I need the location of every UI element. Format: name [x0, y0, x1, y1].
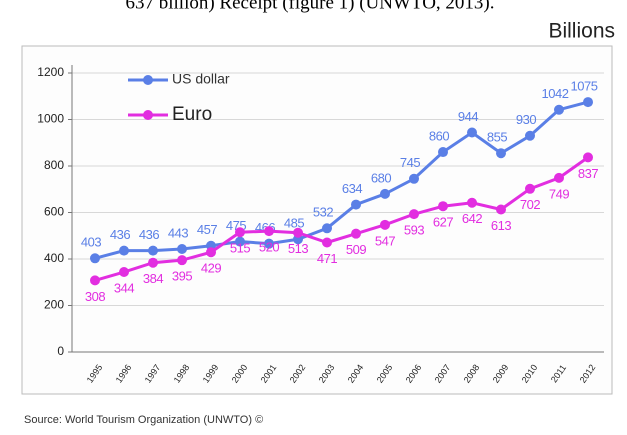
- point: [293, 227, 303, 238]
- y-tick-label: 600: [44, 205, 64, 219]
- data-label: 627: [433, 215, 453, 230]
- data-label: 745: [400, 155, 420, 170]
- point: [148, 257, 158, 268]
- data-label: 855: [487, 130, 507, 145]
- data-label: 702: [520, 197, 540, 212]
- point: [438, 201, 448, 212]
- point: [119, 245, 129, 256]
- data-label: 344: [114, 280, 134, 295]
- point: [525, 183, 535, 194]
- caption: 637 billion) Receipt (figure 1) (UNWTO, …: [125, 0, 494, 13]
- data-label: 944: [458, 109, 478, 124]
- point: [409, 173, 419, 184]
- point: [90, 253, 100, 264]
- data-label: 429: [201, 261, 221, 276]
- point: [583, 152, 593, 163]
- data-label: 513: [288, 241, 308, 256]
- point: [351, 199, 361, 210]
- point: [380, 188, 390, 199]
- point: [467, 127, 477, 138]
- legend-marker: [143, 75, 153, 85]
- point: [438, 147, 448, 158]
- point: [583, 97, 593, 108]
- y-tick-label: 1200: [37, 65, 64, 79]
- data-label: 837: [578, 166, 598, 181]
- data-label: 930: [516, 112, 536, 127]
- legend-label: US dollar: [172, 71, 230, 87]
- point: [119, 267, 129, 278]
- data-label: 471: [317, 251, 337, 266]
- data-label: 642: [462, 211, 482, 226]
- data-label: 532: [313, 205, 333, 220]
- point: [525, 130, 535, 141]
- y-tick-label: 800: [44, 158, 64, 172]
- legend-marker: [143, 110, 153, 120]
- data-label: 403: [81, 235, 101, 250]
- data-label: 520: [259, 240, 279, 255]
- point: [496, 204, 506, 215]
- data-label: 593: [404, 223, 424, 238]
- legend-label: Euro: [172, 104, 212, 125]
- data-label: 547: [375, 233, 395, 248]
- point: [409, 209, 419, 220]
- data-label: 485: [284, 216, 304, 231]
- data-label: 860: [429, 128, 449, 143]
- point: [467, 197, 477, 208]
- unit-label: Billions: [548, 20, 615, 43]
- point: [264, 238, 274, 249]
- y-tick-label: 400: [44, 251, 64, 265]
- data-label: 395: [172, 269, 192, 284]
- point: [322, 223, 332, 234]
- y-tick-label: 200: [44, 298, 64, 312]
- source: Source: World Tourism Organization (UNWT…: [24, 414, 263, 426]
- point: [177, 244, 187, 255]
- data-label: 634: [342, 181, 362, 196]
- data-label: 308: [85, 289, 105, 304]
- point: [235, 227, 245, 238]
- point: [322, 237, 332, 248]
- data-label: 436: [139, 227, 159, 242]
- data-label: 509: [346, 242, 366, 257]
- data-label: 515: [230, 241, 250, 256]
- point: [235, 236, 245, 247]
- point: [148, 245, 158, 256]
- data-label: 457: [197, 222, 217, 237]
- data-label: 436: [110, 227, 130, 242]
- data-label: 1042: [542, 86, 569, 101]
- point: [554, 172, 564, 183]
- point: [380, 219, 390, 230]
- data-label: 1075: [571, 79, 598, 94]
- data-label: 680: [371, 170, 391, 185]
- data-label: 443: [168, 225, 188, 240]
- point: [351, 228, 361, 239]
- data-label: 384: [143, 271, 163, 286]
- y-tick-label: 0: [57, 344, 64, 358]
- point: [177, 255, 187, 266]
- point: [206, 247, 216, 258]
- data-label: 613: [491, 218, 511, 233]
- data-label: 749: [549, 186, 569, 201]
- point: [496, 148, 506, 159]
- point: [554, 104, 564, 115]
- point: [264, 226, 274, 237]
- y-tick-label: 1000: [37, 112, 64, 126]
- point: [90, 275, 100, 286]
- chart-frame: [21, 45, 613, 395]
